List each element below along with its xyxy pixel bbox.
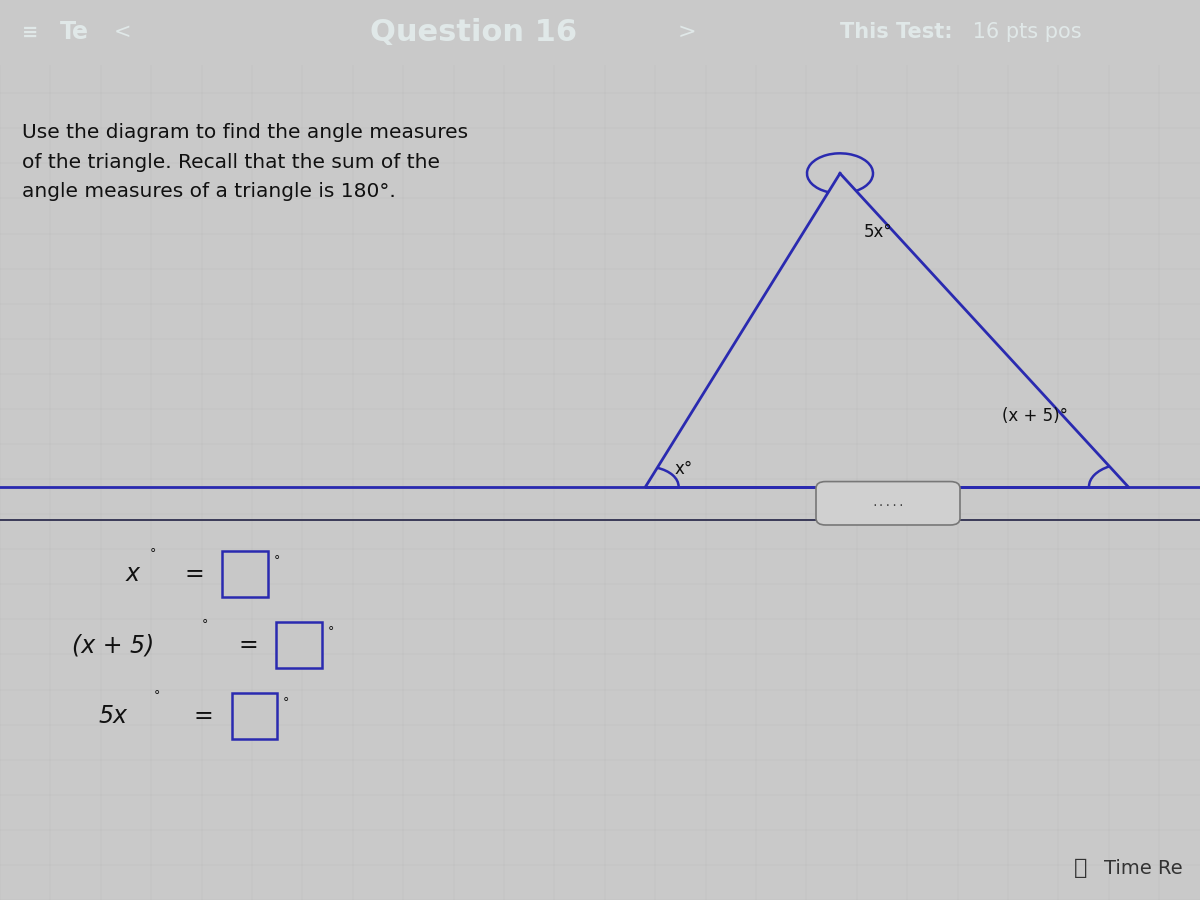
Text: °: ° [150, 547, 156, 560]
Text: =: = [185, 562, 204, 586]
Text: °: ° [283, 696, 289, 709]
FancyBboxPatch shape [276, 622, 322, 668]
Text: x°: x° [674, 460, 692, 478]
Text: x: x [126, 562, 140, 586]
Text: <: < [114, 22, 132, 42]
Text: (x + 5): (x + 5) [72, 634, 155, 657]
Text: (x + 5)°: (x + 5)° [1002, 407, 1068, 425]
FancyBboxPatch shape [232, 693, 277, 739]
Text: >: > [678, 22, 697, 42]
Text: .....: ..... [871, 499, 905, 508]
Text: Use the diagram to find the angle measures
of the triangle. Recall that the sum : Use the diagram to find the angle measur… [22, 123, 468, 202]
Text: °: ° [274, 554, 280, 567]
FancyBboxPatch shape [816, 482, 960, 525]
Text: °: ° [328, 625, 334, 638]
Text: This Test:: This Test: [840, 22, 953, 42]
Text: °: ° [154, 688, 160, 702]
Text: 16 pts pos: 16 pts pos [966, 22, 1081, 42]
Text: 5x: 5x [98, 705, 127, 728]
Text: °: ° [202, 618, 208, 631]
Text: ≡: ≡ [22, 22, 38, 42]
Text: =: = [194, 705, 214, 728]
Text: Te: Te [60, 21, 89, 44]
Text: 5x°: 5x° [864, 223, 893, 241]
FancyBboxPatch shape [222, 552, 268, 598]
Text: =: = [239, 634, 258, 657]
Text: Time Re: Time Re [1104, 859, 1183, 877]
Text: Question 16: Question 16 [371, 18, 577, 47]
Text: ⏱: ⏱ [1074, 859, 1087, 878]
